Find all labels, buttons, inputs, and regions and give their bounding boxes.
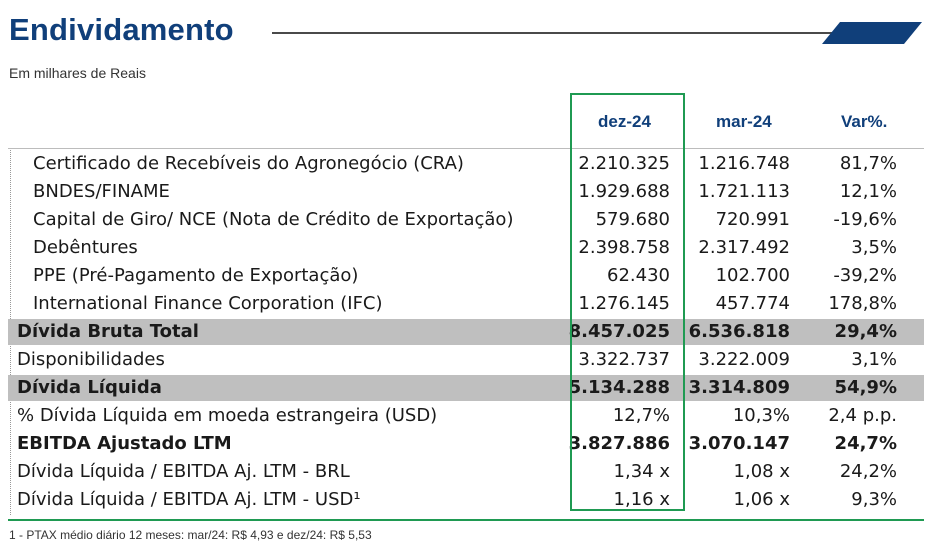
value-var: 29,4% bbox=[834, 321, 897, 342]
row-label: % Dívida Líquida em moeda estrangeira (U… bbox=[17, 405, 438, 426]
value-var: 2,4 p.p. bbox=[828, 405, 897, 426]
value-mar-24: 3.222.009 bbox=[698, 349, 790, 370]
value-dez-24: 579.680 bbox=[595, 209, 670, 230]
value-dez-24: 2.210.325 bbox=[578, 153, 670, 174]
value-mar-24: 2.317.492 bbox=[698, 237, 790, 258]
row-label: Dívida Líquida bbox=[17, 377, 162, 398]
value-mar-24: 10,3% bbox=[732, 405, 790, 426]
row-label: Disponibilidades bbox=[17, 349, 165, 370]
header-underline bbox=[8, 148, 924, 149]
row-label: BNDES/FINAME bbox=[33, 181, 170, 202]
value-mar-24: 1,06 x bbox=[733, 489, 790, 510]
value-var: 24,7% bbox=[834, 433, 897, 454]
header-dez-24: dez-24 bbox=[598, 112, 651, 131]
value-var: 3,5% bbox=[851, 237, 897, 258]
table-row: Disponibilidades 3.322.737 3.222.009 3,1% bbox=[0, 346, 931, 374]
row-label: Dívida Líquida / EBITDA Aj. LTM - BRL bbox=[17, 461, 350, 482]
table-bottom-rule bbox=[8, 519, 924, 521]
row-label: PPE (Pré-Pagamento de Exportação) bbox=[33, 265, 359, 286]
value-mar-24: 3.314.809 bbox=[688, 377, 790, 398]
value-mar-24: 1,08 x bbox=[733, 461, 790, 482]
subtitle: Em milhares de Reais bbox=[9, 65, 146, 81]
value-dez-24: 62.430 bbox=[607, 265, 670, 286]
table-row: Dívida Líquida 5.134.288 3.314.809 54,9% bbox=[0, 374, 931, 402]
value-dez-24: 1.929.688 bbox=[578, 181, 670, 202]
table-row: Debêntures 2.398.758 2.317.492 3,5% bbox=[0, 234, 931, 262]
value-var: -19,6% bbox=[833, 209, 897, 230]
value-dez-24: 1.276.145 bbox=[578, 293, 670, 314]
table-row: Dívida Líquida / EBITDA Aj. LTM - BRL 1,3… bbox=[0, 458, 931, 486]
table-row: Certificado de Recebíveis do Agronegócio… bbox=[0, 150, 931, 178]
value-mar-24: 102.700 bbox=[715, 265, 790, 286]
value-dez-24: 12,7% bbox=[612, 405, 670, 426]
title-divider bbox=[272, 32, 832, 34]
row-label: Dívida Líquida / EBITDA Aj. LTM - USD¹ bbox=[17, 489, 361, 510]
row-label: Debêntures bbox=[33, 237, 138, 258]
title-accent-shape bbox=[822, 22, 922, 44]
value-mar-24: 3.070.147 bbox=[688, 433, 790, 454]
value-mar-24: 6.536.818 bbox=[688, 321, 790, 342]
footnote: 1 - PTAX médio diário 12 meses: mar/24: … bbox=[9, 528, 372, 542]
table-row: BNDES/FINAME 1.929.688 1.721.113 12,1% bbox=[0, 178, 931, 206]
value-dez-24: 8.457.025 bbox=[568, 321, 670, 342]
value-mar-24: 457.774 bbox=[715, 293, 790, 314]
value-var: 54,9% bbox=[834, 377, 897, 398]
row-label: International Finance Corporation (IFC) bbox=[33, 293, 383, 314]
row-label: Capital de Giro/ NCE (Nota de Crédito de… bbox=[33, 209, 514, 230]
value-dez-24: 2.398.758 bbox=[578, 237, 670, 258]
table-row: Capital de Giro/ NCE (Nota de Crédito de… bbox=[0, 206, 931, 234]
value-mar-24: 1.721.113 bbox=[698, 181, 790, 202]
row-label: Certificado de Recebíveis do Agronegócio… bbox=[33, 153, 464, 174]
table-row: Dívida Líquida / EBITDA Aj. LTM - USD¹ 1,… bbox=[0, 486, 931, 514]
header-mar-24: mar-24 bbox=[716, 112, 772, 131]
value-dez-24: 1,34 x bbox=[613, 461, 670, 482]
value-var: 3,1% bbox=[851, 349, 897, 370]
page-title: Endividamento bbox=[9, 12, 234, 47]
table-row: EBITDA Ajustado LTM 3.827.886 3.070.147 24,… bbox=[0, 430, 931, 458]
row-label: EBITDA Ajustado LTM bbox=[17, 433, 232, 454]
value-dez-24: 5.134.288 bbox=[568, 377, 670, 398]
highlight-band bbox=[8, 319, 924, 345]
value-dez-24: 3.322.737 bbox=[578, 349, 670, 370]
table-row: International Finance Corporation (IFC) 1… bbox=[0, 290, 931, 318]
value-var: 24,2% bbox=[839, 461, 897, 482]
value-mar-24: 1.216.748 bbox=[698, 153, 790, 174]
value-mar-24: 720.991 bbox=[715, 209, 790, 230]
current-period-highlight bbox=[570, 93, 685, 511]
value-var: 12,1% bbox=[839, 181, 897, 202]
value-var: 9,3% bbox=[851, 489, 897, 510]
value-var: 81,7% bbox=[839, 153, 897, 174]
table-row: Dívida Bruta Total 8.457.025 6.536.818 29,4… bbox=[0, 318, 931, 346]
row-label: Dívida Bruta Total bbox=[17, 321, 199, 342]
table-row: PPE (Pré-Pagamento de Exportação) 62.430 1… bbox=[0, 262, 931, 290]
highlight-band bbox=[8, 375, 924, 401]
value-var: 178,8% bbox=[828, 293, 897, 314]
value-dez-24: 1,16 x bbox=[613, 489, 670, 510]
table-row: % Dívida Líquida em moeda estrangeira (U… bbox=[0, 402, 931, 430]
header-var: Var%. bbox=[841, 112, 888, 131]
value-dez-24: 3.827.886 bbox=[568, 433, 670, 454]
value-var: -39,2% bbox=[833, 265, 897, 286]
